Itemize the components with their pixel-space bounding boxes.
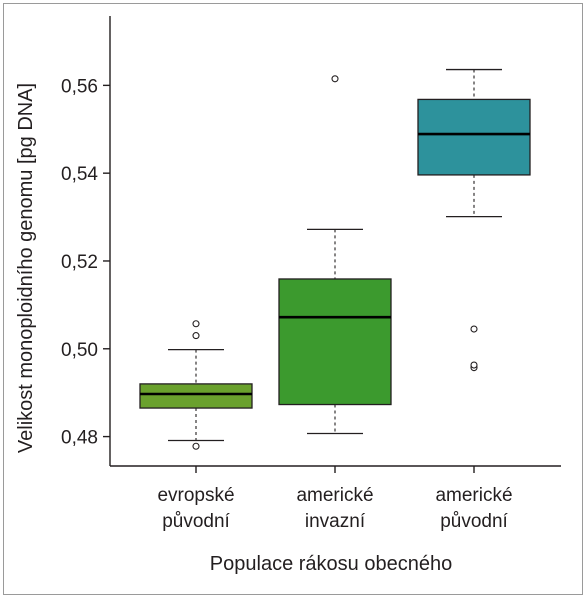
outlier-point	[470, 361, 478, 369]
x-tick-label: invazní	[305, 511, 366, 532]
box	[139, 383, 253, 409]
x-tick-label: původní	[440, 511, 508, 532]
x-axis-title: Populace rákosu obecného	[210, 553, 452, 575]
outlier-point	[192, 320, 200, 328]
y-axis-title: Velikost monoploidního genomu [pg DNA]	[15, 83, 37, 453]
box	[278, 278, 392, 406]
y-tick-label: 0,56	[61, 76, 98, 97]
x-tick-label: evropské	[157, 485, 234, 506]
outlier-point	[192, 332, 200, 340]
x-tick-label: americké	[435, 485, 512, 506]
y-tick-label: 0,48	[61, 428, 98, 449]
y-tick-label: 0,50	[61, 340, 98, 361]
y-tick-label: 0,54	[61, 164, 98, 185]
box	[417, 98, 531, 176]
outlier-point	[470, 325, 478, 333]
outlier-point	[331, 75, 339, 83]
y-tick-label: 0,52	[61, 252, 98, 273]
plot-area: 0,48 0,50 0,52 0,54 0,56 evropské původní ameri…	[61, 16, 561, 532]
x-tick-label: americké	[296, 485, 373, 506]
x-tick-label: původní	[162, 511, 230, 532]
outlier-point	[192, 442, 200, 450]
